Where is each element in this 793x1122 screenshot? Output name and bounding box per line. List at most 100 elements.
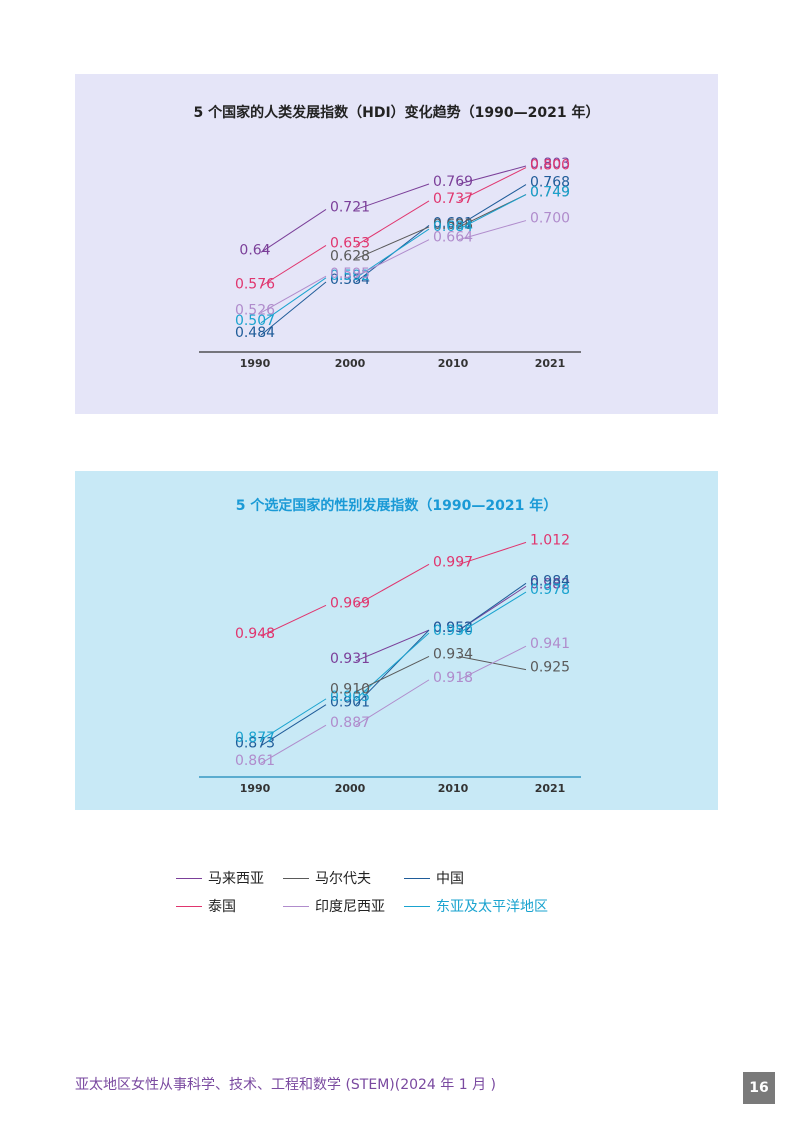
hdi-data-label: 0.737 [433,191,473,207]
hdi-data-label: 0.664 [433,230,473,246]
gdi-series-line [355,656,430,693]
hdi-x-tick-label: 2021 [535,357,566,370]
gdi-data-label: 0.901 [330,695,370,711]
hdi-data-label: 0.592 [330,268,370,284]
hdi-data-label: 0.584 [330,272,370,288]
legend-item-china: 中国 [404,868,464,888]
hdi-series-line [458,184,527,226]
hdi-data-label: 0.526 [235,303,275,319]
hdi-data-label: 0.800 [530,158,570,174]
hdi-series-line [458,165,527,185]
hdi-series-line [458,194,527,230]
page-number: 16 [743,1072,775,1104]
gdi-data-label: 0.877 [235,730,275,746]
legend-swatch-malaysia [176,877,202,879]
legend-label-indonesia: 印度尼西亚 [315,899,385,915]
gdi-x-tick-label: 1990 [240,782,271,795]
hdi-x-tick-label: 2000 [335,357,366,370]
hdi-data-label: 0.64 [239,242,270,258]
gdi-series-line [355,679,430,726]
hdi-series-line [355,200,430,246]
hdi-data-label: 0.688 [433,217,473,233]
gdi-line-chart: 1990 2000 2010 2021 0.948 0.969 0.997 1.012 0.93… [199,532,581,795]
gdi-data-label: 0.948 [235,626,275,642]
gdi-data-label: 0.887 [330,715,370,731]
gdi-data-label: 1.012 [530,532,570,548]
gdi-x-tick-label: 2000 [335,782,366,795]
legend-item-maldives: 马尔代夫 [283,868,371,888]
hdi-data-label: 0.595 [330,266,370,282]
hdi-series-line [260,281,327,336]
footer-title: 亚太地区女性从事科学、技术、工程和数学 (STEM)(2024 年 1 月 ) [75,1077,496,1093]
gdi-x-tick-label: 2021 [535,782,566,795]
gdi-data-label: 0.941 [530,636,570,652]
hdi-series-line [260,275,327,314]
hdi-chart-panel: 5 个国家的人类发展指数（HDI）变化趋势（1990—2021 年） 1990 2… [75,74,718,414]
gdi-data-label: 0.952 [433,620,473,636]
gdi-data-label: 0.982 [530,576,570,592]
legend-swatch-indonesia [283,905,309,907]
legend-label-east-asia-pacific: 东亚及太平洋地区 [436,899,548,915]
legend-swatch-maldives [283,877,309,879]
hdi-series-line [260,209,327,253]
gdi-chart-panel: 5 个选定国家的性别发展指数（1990—2021 年） 1990 2000 2010… [75,471,718,810]
hdi-series-line [458,167,527,202]
hdi-data-label: 0.768 [530,175,570,191]
hdi-series-line [260,245,327,287]
legend-swatch-thailand [176,905,202,907]
gdi-series-line [260,604,327,637]
hdi-x-tick-label: 2010 [438,357,469,370]
hdi-data-label: 0.749 [530,185,570,201]
hdi-x-tick-label: 1990 [240,357,271,370]
legend-item-malaysia: 马来西亚 [176,868,264,888]
hdi-data-label: 0.484 [235,325,275,341]
gdi-series-line [458,582,527,631]
legend-label-malaysia: 马来西亚 [208,871,264,887]
gdi-data-label: 0.952 [433,620,473,636]
gdi-data-label: 0.997 [433,554,473,570]
gdi-series-line [260,704,327,747]
gdi-data-label: 0.984 [530,573,570,589]
gdi-series-line [355,632,430,700]
gdi-data-label: 0.925 [530,660,570,676]
gdi-series-line [458,645,527,681]
hdi-series-line [355,183,430,210]
gdi-chart-title: 5 个选定国家的性别发展指数（1990—2021 年） [235,498,558,514]
hdi-data-label: 0.653 [330,235,370,251]
gdi-data-label: 0.978 [530,582,570,598]
gdi-data-label: 0.950 [433,623,473,639]
gdi-series-line [355,629,430,662]
gdi-data-label: 0.931 [330,651,370,667]
hdi-data-label: 0.684 [433,219,473,235]
hdi-data-label: 0.769 [433,174,473,190]
hdi-data-label: 0.507 [235,313,275,329]
hdi-data-label: 0.721 [330,199,370,215]
hdi-data-label: 0.803 [530,156,570,172]
gdi-series-line [355,563,430,606]
gdi-series-line [355,629,430,706]
gdi-data-label: 0.969 [330,595,370,611]
hdi-data-label: 0.628 [330,249,370,265]
gdi-data-label: 0.910 [330,682,370,698]
gdi-data-label: 0.905 [330,689,370,705]
gdi-x-tick-label: 2010 [438,782,469,795]
legend-swatch-china [404,877,430,879]
legend-label-china: 中国 [436,871,464,887]
hdi-series-line [458,220,527,241]
gdi-data-label: 0.934 [433,646,473,662]
hdi-data-label: 0.576 [235,276,275,292]
hdi-line-chart: 1990 2000 2010 2021 0.64 0.721 0.769 0.803 0.576… [199,156,581,370]
gdi-series-line [260,724,327,764]
gdi-series-line [458,591,527,634]
legend-label-thailand: 泰国 [208,899,236,915]
legend-swatch-east-asia-pacific [404,905,430,907]
hdi-series-line [260,277,327,324]
gdi-data-label: 0.873 [235,736,275,752]
gdi-data-label: 0.918 [433,670,473,686]
gdi-data-label: 0.861 [235,753,275,769]
hdi-series-line [355,239,430,277]
hdi-data-label: 0.700 [530,211,570,227]
gdi-series-line [458,541,527,565]
hdi-data-label: 0.749 [530,185,570,201]
hdi-series-line [355,226,430,260]
